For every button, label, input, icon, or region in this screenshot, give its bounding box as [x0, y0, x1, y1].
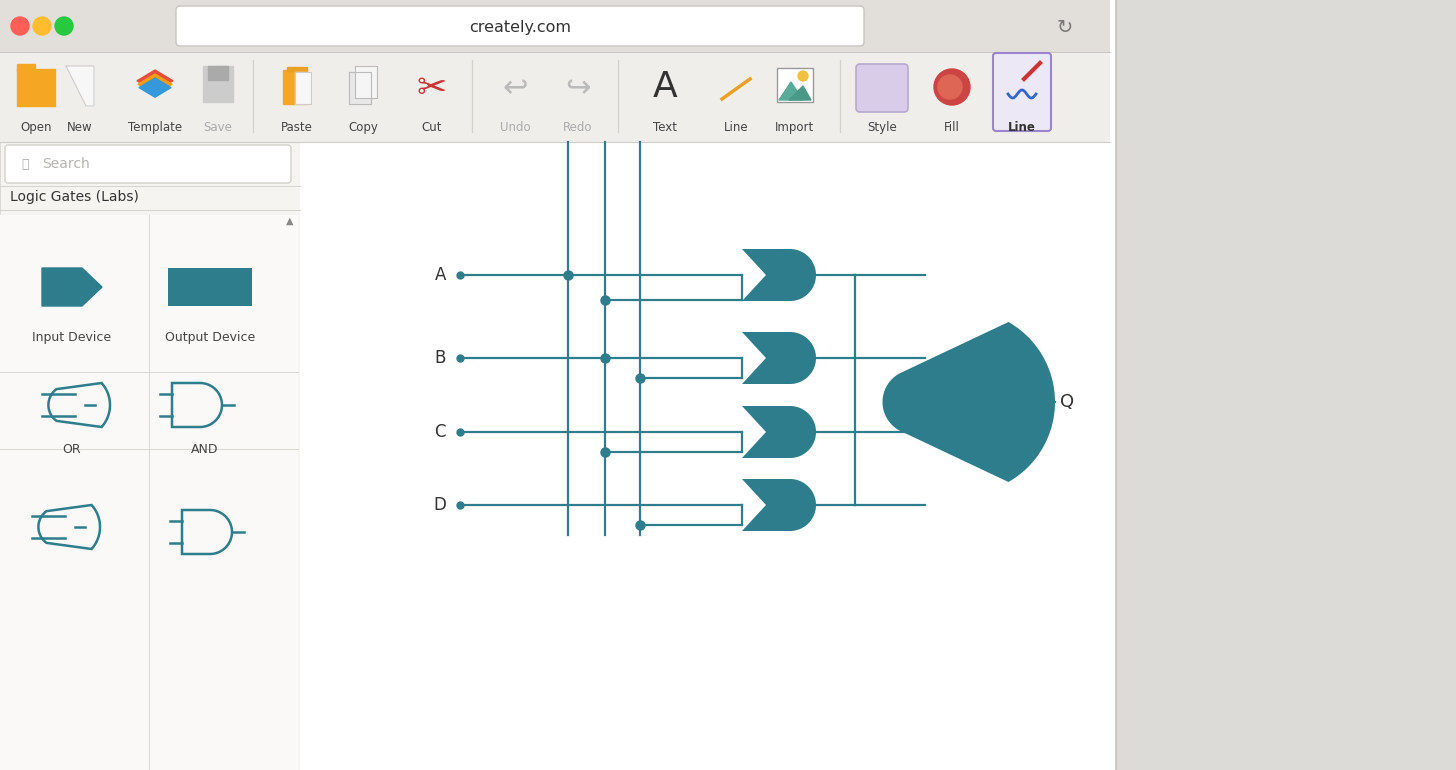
FancyBboxPatch shape	[176, 6, 863, 46]
FancyBboxPatch shape	[0, 142, 300, 770]
Text: Import: Import	[776, 120, 814, 133]
FancyBboxPatch shape	[300, 142, 1109, 770]
Text: Cut: Cut	[422, 120, 443, 133]
Text: creately.com: creately.com	[469, 19, 571, 35]
Text: Line: Line	[724, 120, 748, 133]
Polygon shape	[743, 406, 815, 458]
Polygon shape	[42, 268, 102, 306]
FancyBboxPatch shape	[4, 145, 291, 183]
FancyBboxPatch shape	[993, 53, 1051, 131]
Polygon shape	[743, 479, 815, 531]
Text: OR: OR	[63, 443, 82, 456]
Text: Style: Style	[868, 120, 897, 133]
Circle shape	[12, 17, 29, 35]
Text: ↩: ↩	[502, 75, 527, 103]
Text: Fill: Fill	[943, 120, 960, 133]
Text: Undo: Undo	[499, 120, 530, 133]
Text: Search: Search	[42, 157, 90, 171]
Text: C: C	[434, 423, 446, 441]
FancyBboxPatch shape	[0, 0, 1115, 770]
Polygon shape	[789, 86, 811, 100]
FancyBboxPatch shape	[0, 0, 1109, 52]
Text: Open: Open	[20, 120, 52, 133]
FancyBboxPatch shape	[0, 52, 1109, 142]
Polygon shape	[137, 70, 173, 92]
Polygon shape	[355, 66, 377, 98]
Text: AND: AND	[191, 443, 218, 456]
Text: A: A	[435, 266, 446, 284]
Polygon shape	[296, 72, 312, 104]
Polygon shape	[208, 66, 229, 80]
FancyBboxPatch shape	[856, 64, 909, 112]
Text: Copy: Copy	[348, 120, 379, 133]
Text: D: D	[432, 496, 446, 514]
Text: ↪: ↪	[565, 75, 591, 103]
Circle shape	[938, 75, 962, 99]
Polygon shape	[17, 64, 35, 71]
Polygon shape	[287, 67, 307, 71]
Polygon shape	[282, 70, 307, 104]
Text: Logic Gates (Labs): Logic Gates (Labs)	[10, 190, 138, 204]
Text: Output Device: Output Device	[165, 330, 255, 343]
Text: Paste: Paste	[281, 120, 313, 133]
Polygon shape	[349, 72, 371, 104]
Text: Line: Line	[1008, 120, 1035, 133]
Circle shape	[55, 17, 73, 35]
Text: ▲: ▲	[287, 216, 294, 226]
Text: Text: Text	[652, 120, 677, 133]
Text: Redo: Redo	[563, 120, 593, 133]
Polygon shape	[66, 66, 95, 106]
FancyBboxPatch shape	[0, 215, 298, 770]
Text: Save: Save	[204, 120, 233, 133]
Polygon shape	[17, 69, 55, 106]
Text: ↻: ↻	[1057, 18, 1073, 36]
Polygon shape	[743, 249, 815, 301]
Polygon shape	[743, 332, 815, 384]
FancyBboxPatch shape	[778, 68, 812, 102]
Text: New: New	[67, 120, 93, 133]
Polygon shape	[138, 78, 170, 97]
Polygon shape	[138, 74, 172, 95]
Text: 🔍: 🔍	[22, 158, 29, 170]
Circle shape	[33, 17, 51, 35]
Text: Template: Template	[128, 120, 182, 133]
Polygon shape	[882, 322, 1056, 482]
Circle shape	[798, 71, 808, 81]
Text: A: A	[652, 70, 677, 104]
Text: ✂: ✂	[416, 72, 447, 106]
FancyBboxPatch shape	[167, 268, 252, 306]
Text: B: B	[435, 349, 446, 367]
Text: Q: Q	[1060, 393, 1075, 411]
Polygon shape	[202, 66, 233, 102]
Circle shape	[933, 69, 970, 105]
Text: Input Device: Input Device	[32, 330, 112, 343]
Polygon shape	[779, 82, 804, 100]
